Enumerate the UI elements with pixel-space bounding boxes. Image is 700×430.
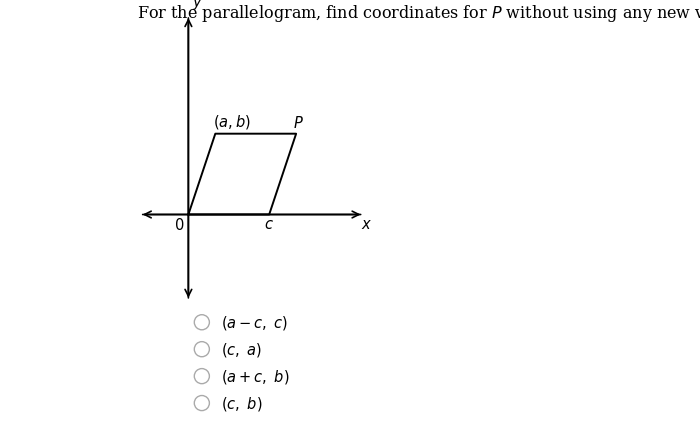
Text: $(c,\ a)$: $(c,\ a)$ (220, 341, 262, 358)
Text: $0$: $0$ (174, 216, 184, 232)
Text: $x$: $x$ (360, 218, 372, 231)
Text: $c$: $c$ (265, 218, 274, 231)
Text: For the parallelogram, find coordinates for $P$ without using any new variables.: For the parallelogram, find coordinates … (137, 3, 700, 24)
Text: $(c,\ b)$: $(c,\ b)$ (220, 394, 262, 412)
Text: $(a + c,\ b)$: $(a + c,\ b)$ (220, 367, 289, 385)
Text: $(a, b)$: $(a, b)$ (213, 112, 251, 130)
Text: $P$: $P$ (293, 114, 304, 130)
Text: $(a - c,\ c)$: $(a - c,\ c)$ (220, 313, 288, 332)
Text: $y$: $y$ (193, 0, 204, 12)
